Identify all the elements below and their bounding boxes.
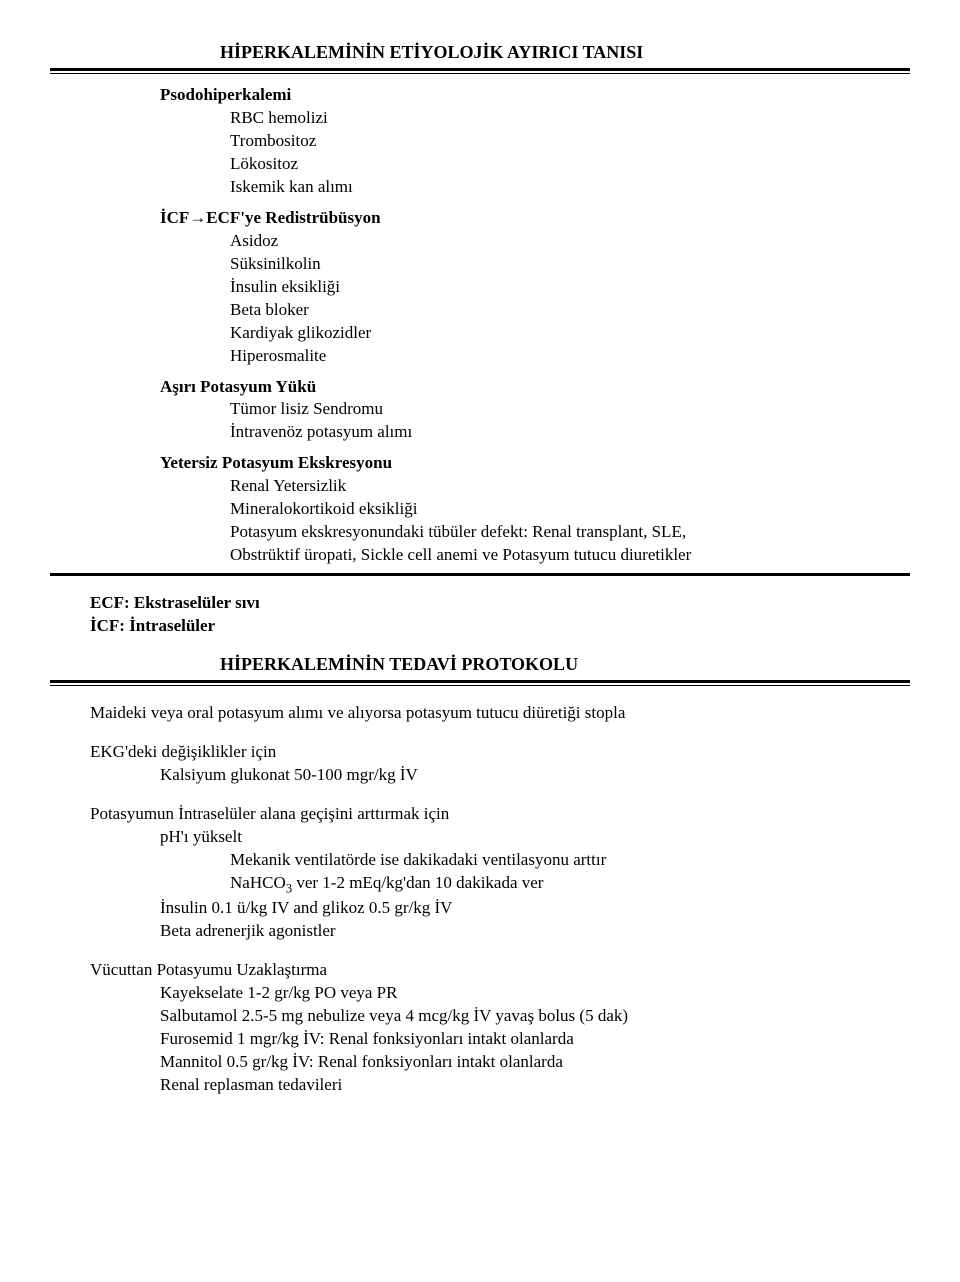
heading-ekg-changes: EKG'deki değişiklikler için (90, 741, 910, 764)
list-item: Kayekselate 1-2 gr/kg PO veya PR (160, 982, 910, 1005)
list-item: Kalsiyum glukonat 50-100 mgr/kg İV (160, 764, 910, 787)
list-item: Kardiyak glikozidler (230, 322, 910, 345)
list-item: Lökositoz (230, 153, 910, 176)
list-item: Potasyum ekskresyonundaki tübüler defekt… (230, 521, 910, 544)
list-item: Renal Yetersizlik (230, 475, 910, 498)
heading-excess-load: Aşırı Potasyum Yükü (160, 376, 910, 399)
list-item: Trombositoz (230, 130, 910, 153)
footnote-ecf: ECF: Ekstraselüler sıvı (90, 592, 910, 615)
nahco3-prefix: NaHCO (230, 873, 286, 892)
list-item: pH'ı yükselt (160, 826, 910, 849)
divider-double (50, 680, 910, 686)
section-title-etiology: HİPERKALEMİNİN ETİYOLOJİK AYIRICI TANISI (220, 40, 910, 64)
list-item: Tümor lisiz Sendromu (230, 398, 910, 421)
list-item: Mineralokortikoid eksikliği (230, 498, 910, 521)
heading-shift-intracellular: Potasyumun İntraselüler alana geçişini a… (90, 803, 910, 826)
list-item: Mannitol 0.5 gr/kg İV: Renal fonksiyonla… (160, 1051, 910, 1074)
list-item: Mekanik ventilatörde ise dakikadaki vent… (230, 849, 910, 872)
list-item: RBC hemolizi (230, 107, 910, 130)
list-item: Salbutamol 2.5-5 mg nebulize veya 4 mcg/… (160, 1005, 910, 1028)
list-item: Iskemik kan alımı (230, 176, 910, 199)
list-item-nahco3: NaHCO3 ver 1-2 mEq/kg'dan 10 dakikada ve… (230, 872, 910, 898)
footnote-icf: İCF: İntraselüler (90, 615, 910, 638)
divider-thick (50, 573, 910, 576)
list-item: Renal replasman tedavileri (160, 1074, 910, 1097)
list-item: Beta bloker (230, 299, 910, 322)
list-item: Hiperosmalite (230, 345, 910, 368)
heading-remove-potassium: Vücuttan Potasyumu Uzaklaştırma (90, 959, 910, 982)
list-item: Süksinilkolin (230, 253, 910, 276)
heading-redistribution: İCF→ECF'ye Redistrübüsyon (160, 207, 910, 230)
divider-double (50, 68, 910, 74)
section-title-treatment: HİPERKALEMİNİN TEDAVİ PROTOKOLU (220, 652, 910, 676)
list-item: İnsulin 0.1 ü/kg IV and glikoz 0.5 gr/kg… (160, 897, 910, 920)
list-item: İnsulin eksikliği (230, 276, 910, 299)
nahco3-suffix: ver 1-2 mEq/kg'dan 10 dakikada ver (292, 873, 543, 892)
paragraph-stop-intake: Maideki veya oral potasyum alımı ve alıy… (90, 702, 910, 725)
list-item: Asidoz (230, 230, 910, 253)
list-item: Obstrüktif üropati, Sickle cell anemi ve… (230, 544, 910, 567)
heading-pseudohyperkalemia: Psodohiperkalemi (160, 84, 910, 107)
heading-insufficient-excretion: Yetersiz Potasyum Ekskresyonu (160, 452, 910, 475)
list-item: Furosemid 1 mgr/kg İV: Renal fonksiyonla… (160, 1028, 910, 1051)
list-item: İntravenöz potasyum alımı (230, 421, 910, 444)
list-item: Beta adrenerjik agonistler (160, 920, 910, 943)
